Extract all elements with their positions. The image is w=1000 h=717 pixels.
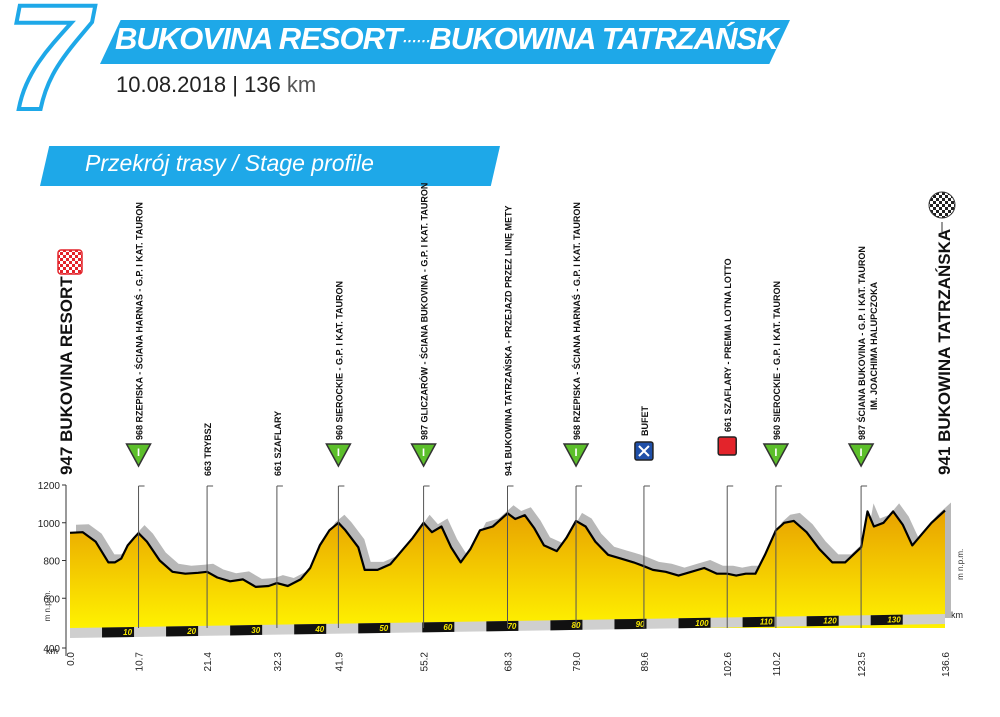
section-title: Przekrój trasy / Stage profile xyxy=(85,150,374,176)
point-label: BUFET xyxy=(640,406,650,436)
base-bar-block xyxy=(294,623,327,635)
x-tick-label: 60 xyxy=(443,623,452,632)
climb-category-label: I xyxy=(137,447,140,459)
km-label: 110.2 xyxy=(772,652,783,677)
climb-icon xyxy=(125,443,152,468)
title-start: BUKOVINA RESORT xyxy=(115,21,402,56)
point-label: 663 TRYBSZ xyxy=(203,422,213,476)
km-label: 123.5 xyxy=(857,652,868,677)
climb-icon xyxy=(847,443,875,468)
title-dots: ⋯⋯ xyxy=(401,32,430,49)
y-tick-label: 800 xyxy=(43,557,60,568)
km-label: 102.6 xyxy=(723,652,734,677)
point-label: 987 GLICZARÓW - ŚCIANA BUKOVINA - G.P. I… xyxy=(419,183,430,440)
base-bar-block xyxy=(166,625,199,637)
y-tick-label: 1200 xyxy=(38,481,61,492)
stage-distance: 136 xyxy=(244,72,281,97)
point-label: 968 RZEPISKA - ŚCIANA HARNAŚ - G.P. I KA… xyxy=(571,202,582,440)
base-bar-block xyxy=(422,621,455,633)
y-tick-label: 400 xyxy=(43,644,60,655)
finish-label: 941 BUKOWINA TATRZAŃSKA xyxy=(935,229,954,475)
base-bar-block xyxy=(870,614,903,626)
x-axis-unit-left: km xyxy=(46,646,58,656)
section-band xyxy=(40,146,500,186)
stage-date-distance: 10.08.2018 | 136 km xyxy=(116,72,316,98)
point-label: 968 RZEPISKA - ŚCIANA HARNAŚ - G.P. I KA… xyxy=(134,202,145,440)
y-tick-label: 600 xyxy=(43,594,60,605)
x-tick-label: 70 xyxy=(507,622,516,631)
km-label: 79.0 xyxy=(572,652,583,672)
base-bar-block xyxy=(678,617,711,629)
km-label: 41.9 xyxy=(334,652,345,672)
point-label: 960 SIEROCKIE - G.P. I KAT. TAURON xyxy=(772,281,782,440)
stage-number: 7 xyxy=(4,0,91,141)
x-tick-label: 30 xyxy=(251,626,260,635)
climb-category-label: I xyxy=(337,447,340,459)
climb-category-label: I xyxy=(774,447,777,459)
y-tick-label: 1000 xyxy=(38,519,61,530)
point-label: 987 ŚCIANA BUKOVINA - G.P. I KAT. TAURON xyxy=(856,246,867,440)
y-axis-title-right: m n.p.m. xyxy=(956,549,965,580)
climb-icon xyxy=(562,443,590,468)
base-bar-block xyxy=(806,615,839,627)
x-tick-label: 110 xyxy=(760,618,773,627)
km-label: 136.6 xyxy=(941,652,952,677)
base-bar-block xyxy=(102,626,135,638)
point-label-2: IM. JOACHIMA HALUPCZOKA xyxy=(869,281,879,410)
stage-date: 10.08.2018 xyxy=(116,72,227,97)
start-flag-icon xyxy=(57,249,83,275)
x-axis-unit-right: km xyxy=(951,610,963,620)
km-label: 10.7 xyxy=(135,652,146,672)
climb-icon xyxy=(325,443,352,468)
profile-line xyxy=(69,509,946,588)
point-label: 941 BUKOWINA TATRZAŃSKA - PRZEJAZD PRZEZ… xyxy=(504,205,514,476)
base-bar-block xyxy=(230,624,263,636)
climb-icon xyxy=(762,443,790,468)
x-tick-label: 120 xyxy=(823,617,837,626)
route-points: 947 BUKOVINA RESORT I 968 RZEPISKA - ŚCIAN… xyxy=(57,183,956,628)
feed-zone-cross xyxy=(638,445,650,457)
x-tick-label: 130 xyxy=(887,616,901,625)
y-axis-title-left: m n.p.m. xyxy=(43,590,52,621)
km-label: 0.0 xyxy=(66,652,77,666)
base-bar-block xyxy=(742,616,775,628)
climb-icon xyxy=(410,443,437,468)
x-tick-label: 90 xyxy=(636,620,645,629)
finish-flag-icon xyxy=(928,191,956,219)
km-label: 68.3 xyxy=(504,652,515,672)
start-label: 947 BUKOVINA RESORT xyxy=(57,276,76,475)
climb-category-label: I xyxy=(860,447,863,459)
x-tick-label: 100 xyxy=(695,619,709,628)
point-label: 661 SZAFLARY xyxy=(273,411,283,476)
base-bar-block xyxy=(614,618,647,630)
x-tick-label: 20 xyxy=(186,627,196,636)
title-band xyxy=(100,20,790,64)
x-axis-labels: 0.0 10.7 21.4 32.3 41.9 55.2 68.3 79.0 89.6 102.6… xyxy=(66,652,952,677)
km-label: 32.3 xyxy=(273,652,284,672)
separator: | xyxy=(232,72,245,97)
x-tick-label: 50 xyxy=(379,624,388,633)
sprint-icon xyxy=(717,436,737,456)
base-bar-block xyxy=(550,619,583,631)
x-tick-label: 40 xyxy=(314,625,324,634)
point-label: 661 SZAFLARY - PREMIA LOTNA LOTTO xyxy=(723,258,733,432)
title-end: BUKOWINA TATRZAŃSKA xyxy=(429,21,800,56)
point-label: 960 SIEROCKIE - G.P. I KAT. TAURON xyxy=(334,281,344,440)
base-bar-block xyxy=(358,622,391,634)
y-axis: 400 600 800 1000 1200 m n.p.m. m n.p.m. xyxy=(38,481,965,656)
km-label: 89.6 xyxy=(640,652,651,672)
x-tick-label: 10 xyxy=(123,628,132,637)
stage-title: BUKOVINA RESORT⋯⋯BUKOWINA TATRZAŃSKA xyxy=(115,21,800,57)
climb-category-label: I xyxy=(575,447,578,459)
base-bar-block xyxy=(486,620,519,632)
climb-category-label: I xyxy=(422,447,425,459)
stage-number-block: 7 xyxy=(0,0,91,134)
stage-distance-unit: km xyxy=(286,72,317,97)
km-label: 21.4 xyxy=(203,652,214,672)
km-label: 55.2 xyxy=(420,652,431,672)
